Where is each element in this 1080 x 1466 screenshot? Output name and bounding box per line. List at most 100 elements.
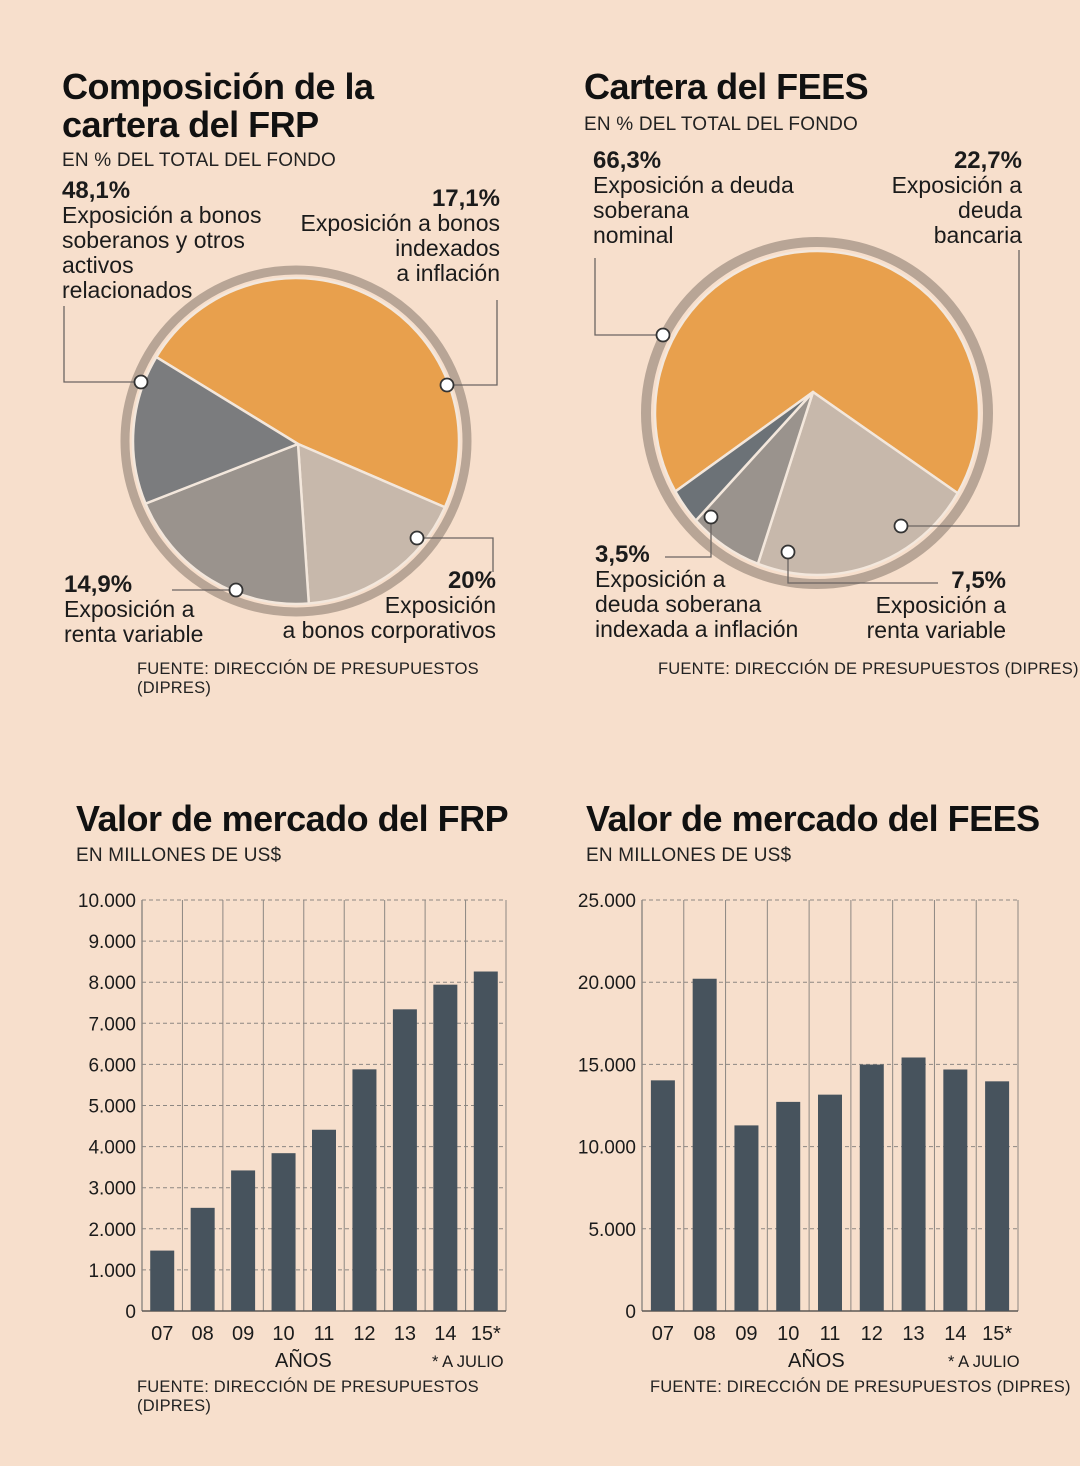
- frp-bar-source: FUENTE: DIRECCIÓN DE PRESUPUESTOS (DIPRE…: [137, 1378, 479, 1415]
- frp-pie-title: Composición de la cartera del FRP: [62, 68, 374, 144]
- x-tick-2: 09: [232, 1323, 254, 1345]
- frp-bar-panel: Valor de mercado del FRP EN MILLONES DE …: [0, 760, 540, 1460]
- fees-label-indexada: 3,5% Exposición a deuda soberana indexad…: [595, 541, 799, 642]
- x-tick-5: 12: [353, 1323, 375, 1345]
- y-tick-6: 6.000: [88, 1055, 136, 1076]
- x-tick-7: 14: [434, 1323, 456, 1345]
- fees-pie-subtitle: EN % DEL TOTAL DEL FONDO: [584, 114, 859, 135]
- pie-slice-1: [756, 390, 959, 577]
- y-tick-2: 2.000: [88, 1220, 136, 1241]
- pie-slice-3: [674, 390, 815, 522]
- pie-slice-1: [296, 442, 447, 605]
- frp-pie-chart: [63, 265, 498, 617]
- leader-line-1: [447, 300, 498, 386]
- y-tick-3: 15.000: [578, 1055, 636, 1076]
- leader-dot-0: [133, 374, 149, 390]
- fees-pie-title: Cartera del FEES: [584, 66, 869, 107]
- leader-line-0: [594, 258, 663, 336]
- bar-14: [433, 984, 458, 1311]
- leader-dot-2: [780, 544, 796, 560]
- bar-10: [776, 1101, 801, 1311]
- fees-label-renta-variable: 7,5% Exposición a renta variable: [866, 567, 1006, 643]
- x-tick-4: 11: [314, 1323, 335, 1345]
- leader-dot-3: [228, 582, 244, 598]
- y-tick-8: 8.000: [88, 973, 136, 994]
- bar-12: [352, 1069, 377, 1311]
- bar-12: [859, 1064, 884, 1311]
- pie-slice-2: [144, 442, 311, 606]
- x-tick-6: 13: [902, 1323, 924, 1345]
- y-tick-10: 10.000: [78, 891, 136, 912]
- x-tick-0: 07: [652, 1323, 674, 1345]
- x-tick-4: 11: [820, 1323, 841, 1345]
- leader-dot-2: [409, 530, 425, 546]
- bar-08: [692, 978, 717, 1311]
- pie-ring: [641, 237, 993, 589]
- leader-dot-1: [439, 377, 455, 393]
- y-tick-0: 0: [125, 1302, 136, 1323]
- bar-11: [818, 1094, 842, 1311]
- frp-bar-subtitle: EN MILLONES DE US$: [76, 845, 282, 866]
- leader-line-1: [901, 250, 1020, 527]
- y-tick-5: 5.000: [88, 1097, 136, 1118]
- fees-label-soberana-nominal: 66,3% Exposición a deuda soberana nomina…: [593, 147, 794, 248]
- frp-label-corporativos: 20% Exposición a bonos corporativos: [282, 567, 496, 643]
- y-tick-4: 20.000: [578, 973, 636, 994]
- fees-bar-note: * A JULIO: [948, 1353, 1020, 1371]
- y-tick-7: 7.000: [88, 1014, 136, 1035]
- fees-bar-title: Valor de mercado del FEES: [586, 798, 1040, 839]
- y-tick-5: 25.000: [578, 891, 636, 912]
- fees-bar-source: FUENTE: DIRECCIÓN DE PRESUPUESTOS (DIPRE…: [650, 1378, 1071, 1396]
- fees-pie-source: FUENTE: DIRECCIÓN DE PRESUPUESTOS (DIPRE…: [658, 660, 1079, 678]
- frp-pie-subtitle: EN % DEL TOTAL DEL FONDO: [62, 150, 337, 171]
- bar-07: [150, 1250, 175, 1311]
- y-tick-4: 4.000: [88, 1138, 136, 1159]
- bar-09: [734, 1125, 759, 1311]
- y-tick-2: 10.000: [578, 1138, 636, 1159]
- bar-09: [231, 1170, 256, 1311]
- leader-dot-3: [703, 509, 719, 525]
- y-tick-0: 0: [625, 1302, 636, 1323]
- pie-slice-3: [131, 355, 300, 505]
- frp-bar-chart: 0 1.000 2.000 3.000 4.000 5.000 6.000 7.000 8.00…: [78, 891, 507, 1345]
- x-tick-7: 14: [944, 1323, 966, 1345]
- frp-bar-xlabel: AÑOS: [275, 1350, 332, 1372]
- leader-dot-0: [655, 327, 671, 343]
- pie-ring: [120, 265, 472, 617]
- frp-pie-title-line2: cartera del FRP: [62, 104, 319, 145]
- bar-08: [190, 1207, 215, 1311]
- fees-bar-xlabel: AÑOS: [788, 1350, 845, 1372]
- fees-bar-subtitle: EN MILLONES DE US$: [586, 845, 792, 866]
- frp-bar-title: Valor de mercado del FRP: [76, 798, 509, 839]
- fees-bar-chart: 0 5.000 10.000 15.000 20.000 25.000 07 08 09 10 11…: [578, 891, 1019, 1345]
- bar-15*: [473, 971, 498, 1311]
- frp-pie-panel: Composición de la cartera del FRP EN % D…: [0, 0, 540, 700]
- bar-15*: [985, 1081, 1010, 1311]
- bar-07: [650, 1080, 675, 1311]
- bar-10: [271, 1153, 296, 1311]
- frp-pie-title-line1: Composición de la: [62, 66, 374, 107]
- bar-13: [392, 1009, 417, 1311]
- x-tick-0: 07: [151, 1323, 173, 1345]
- bar-13: [901, 1057, 926, 1311]
- x-tick-5: 12: [861, 1323, 883, 1345]
- frp-label-renta-variable: 14,9% Exposición a renta variable: [64, 571, 204, 647]
- fees-bar-panel: Valor de mercado del FEES EN MILLONES DE…: [540, 760, 1080, 1460]
- leader-line-3: [665, 517, 712, 558]
- x-tick-2: 09: [735, 1323, 757, 1345]
- leader-line-0: [63, 306, 141, 383]
- x-tick-6: 13: [394, 1323, 416, 1345]
- bar-11: [312, 1129, 336, 1311]
- pie-slice-0: [653, 249, 981, 495]
- leader-line-2: [417, 537, 494, 572]
- pie-slice-0: [155, 276, 461, 509]
- fees-label-bancaria: 22,7% Exposición a deuda bancaria: [891, 147, 1022, 248]
- y-tick-9: 9.000: [88, 932, 136, 953]
- x-tick-3: 10: [272, 1323, 294, 1345]
- frp-label-indexados: 17,1% Exposición a bonos indexados a inf…: [300, 185, 500, 286]
- bar-14: [943, 1069, 968, 1311]
- x-tick-3: 10: [777, 1323, 799, 1345]
- x-tick-1: 08: [192, 1323, 214, 1345]
- x-tick-8: 15*: [471, 1323, 501, 1345]
- frp-pie-source: FUENTE: DIRECCIÓN DE PRESUPUESTOS (DIPRE…: [137, 660, 479, 697]
